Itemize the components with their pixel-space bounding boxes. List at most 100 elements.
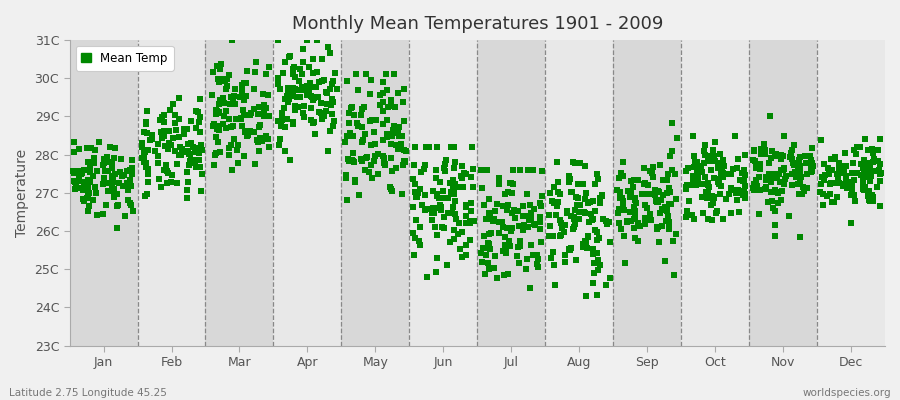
Point (440, 262, 454, 268)
Point (188, 163, 202, 170)
Point (148, 148, 162, 155)
Point (602, 239, 616, 246)
Point (477, 167, 491, 173)
Point (439, 156, 454, 163)
Point (844, 189, 859, 196)
Point (857, 174, 871, 180)
Point (736, 176, 751, 183)
Point (389, 141, 403, 148)
Point (545, 198, 560, 204)
Point (504, 225, 518, 231)
Point (830, 171, 844, 177)
Point (694, 164, 708, 170)
Point (217, 76, 231, 82)
Point (86, 173, 100, 179)
Point (375, 99, 390, 106)
Point (292, 87, 306, 93)
Point (355, 158, 369, 165)
Point (212, 127, 226, 133)
Point (121, 182, 135, 188)
Point (256, 108, 271, 115)
Point (104, 173, 119, 180)
Point (861, 147, 876, 153)
Point (592, 234, 607, 241)
Point (273, 136, 287, 142)
Point (248, 58, 263, 65)
Point (366, 128, 381, 135)
Point (602, 219, 616, 226)
Point (633, 223, 647, 229)
Point (284, 90, 299, 97)
Point (90, 168, 104, 174)
Point (754, 151, 769, 158)
Point (271, 80, 285, 87)
Point (392, 133, 407, 140)
Point (523, 285, 537, 291)
Point (652, 210, 667, 217)
Point (364, 162, 378, 168)
Point (805, 165, 819, 171)
Point (223, 142, 238, 149)
Point (871, 166, 886, 173)
Point (134, 155, 148, 161)
Point (777, 166, 791, 172)
Point (507, 207, 521, 213)
Point (543, 190, 557, 196)
Point (704, 167, 718, 173)
Point (380, 87, 394, 93)
Point (117, 172, 131, 179)
Point (746, 148, 760, 155)
Point (860, 160, 875, 166)
Point (724, 170, 738, 177)
Point (645, 164, 660, 170)
Point (408, 234, 422, 241)
Point (874, 170, 888, 176)
Point (705, 202, 719, 208)
Point (865, 197, 879, 204)
Point (705, 216, 719, 223)
Point (458, 242, 473, 248)
Point (446, 183, 460, 189)
Point (286, 88, 301, 94)
Point (558, 252, 572, 258)
Point (833, 170, 848, 176)
Point (377, 161, 392, 168)
Point (138, 159, 152, 166)
Point (376, 160, 391, 166)
Point (221, 116, 236, 122)
Point (167, 120, 182, 127)
Point (492, 219, 507, 226)
Point (140, 107, 154, 114)
Point (576, 241, 590, 248)
Point (553, 217, 567, 224)
Point (833, 169, 848, 175)
Point (866, 158, 880, 165)
Point (430, 205, 445, 211)
Point (253, 135, 267, 142)
Point (838, 149, 852, 156)
Point (255, 137, 269, 144)
Point (511, 223, 526, 230)
Point (579, 190, 593, 196)
Bar (69, 40, 138, 346)
Point (629, 200, 643, 206)
Point (486, 217, 500, 223)
Point (763, 175, 778, 181)
Point (724, 210, 738, 216)
Point (649, 198, 663, 204)
Point (662, 185, 676, 191)
Point (104, 163, 119, 169)
Point (390, 165, 404, 172)
Point (759, 173, 773, 180)
Point (665, 166, 680, 173)
Point (580, 200, 595, 206)
Point (392, 124, 406, 131)
Point (413, 186, 428, 192)
Point (736, 167, 751, 174)
Point (764, 198, 778, 204)
Point (463, 218, 477, 225)
Point (753, 146, 768, 152)
Point (339, 174, 354, 181)
Point (76, 196, 90, 202)
Point (750, 183, 764, 189)
